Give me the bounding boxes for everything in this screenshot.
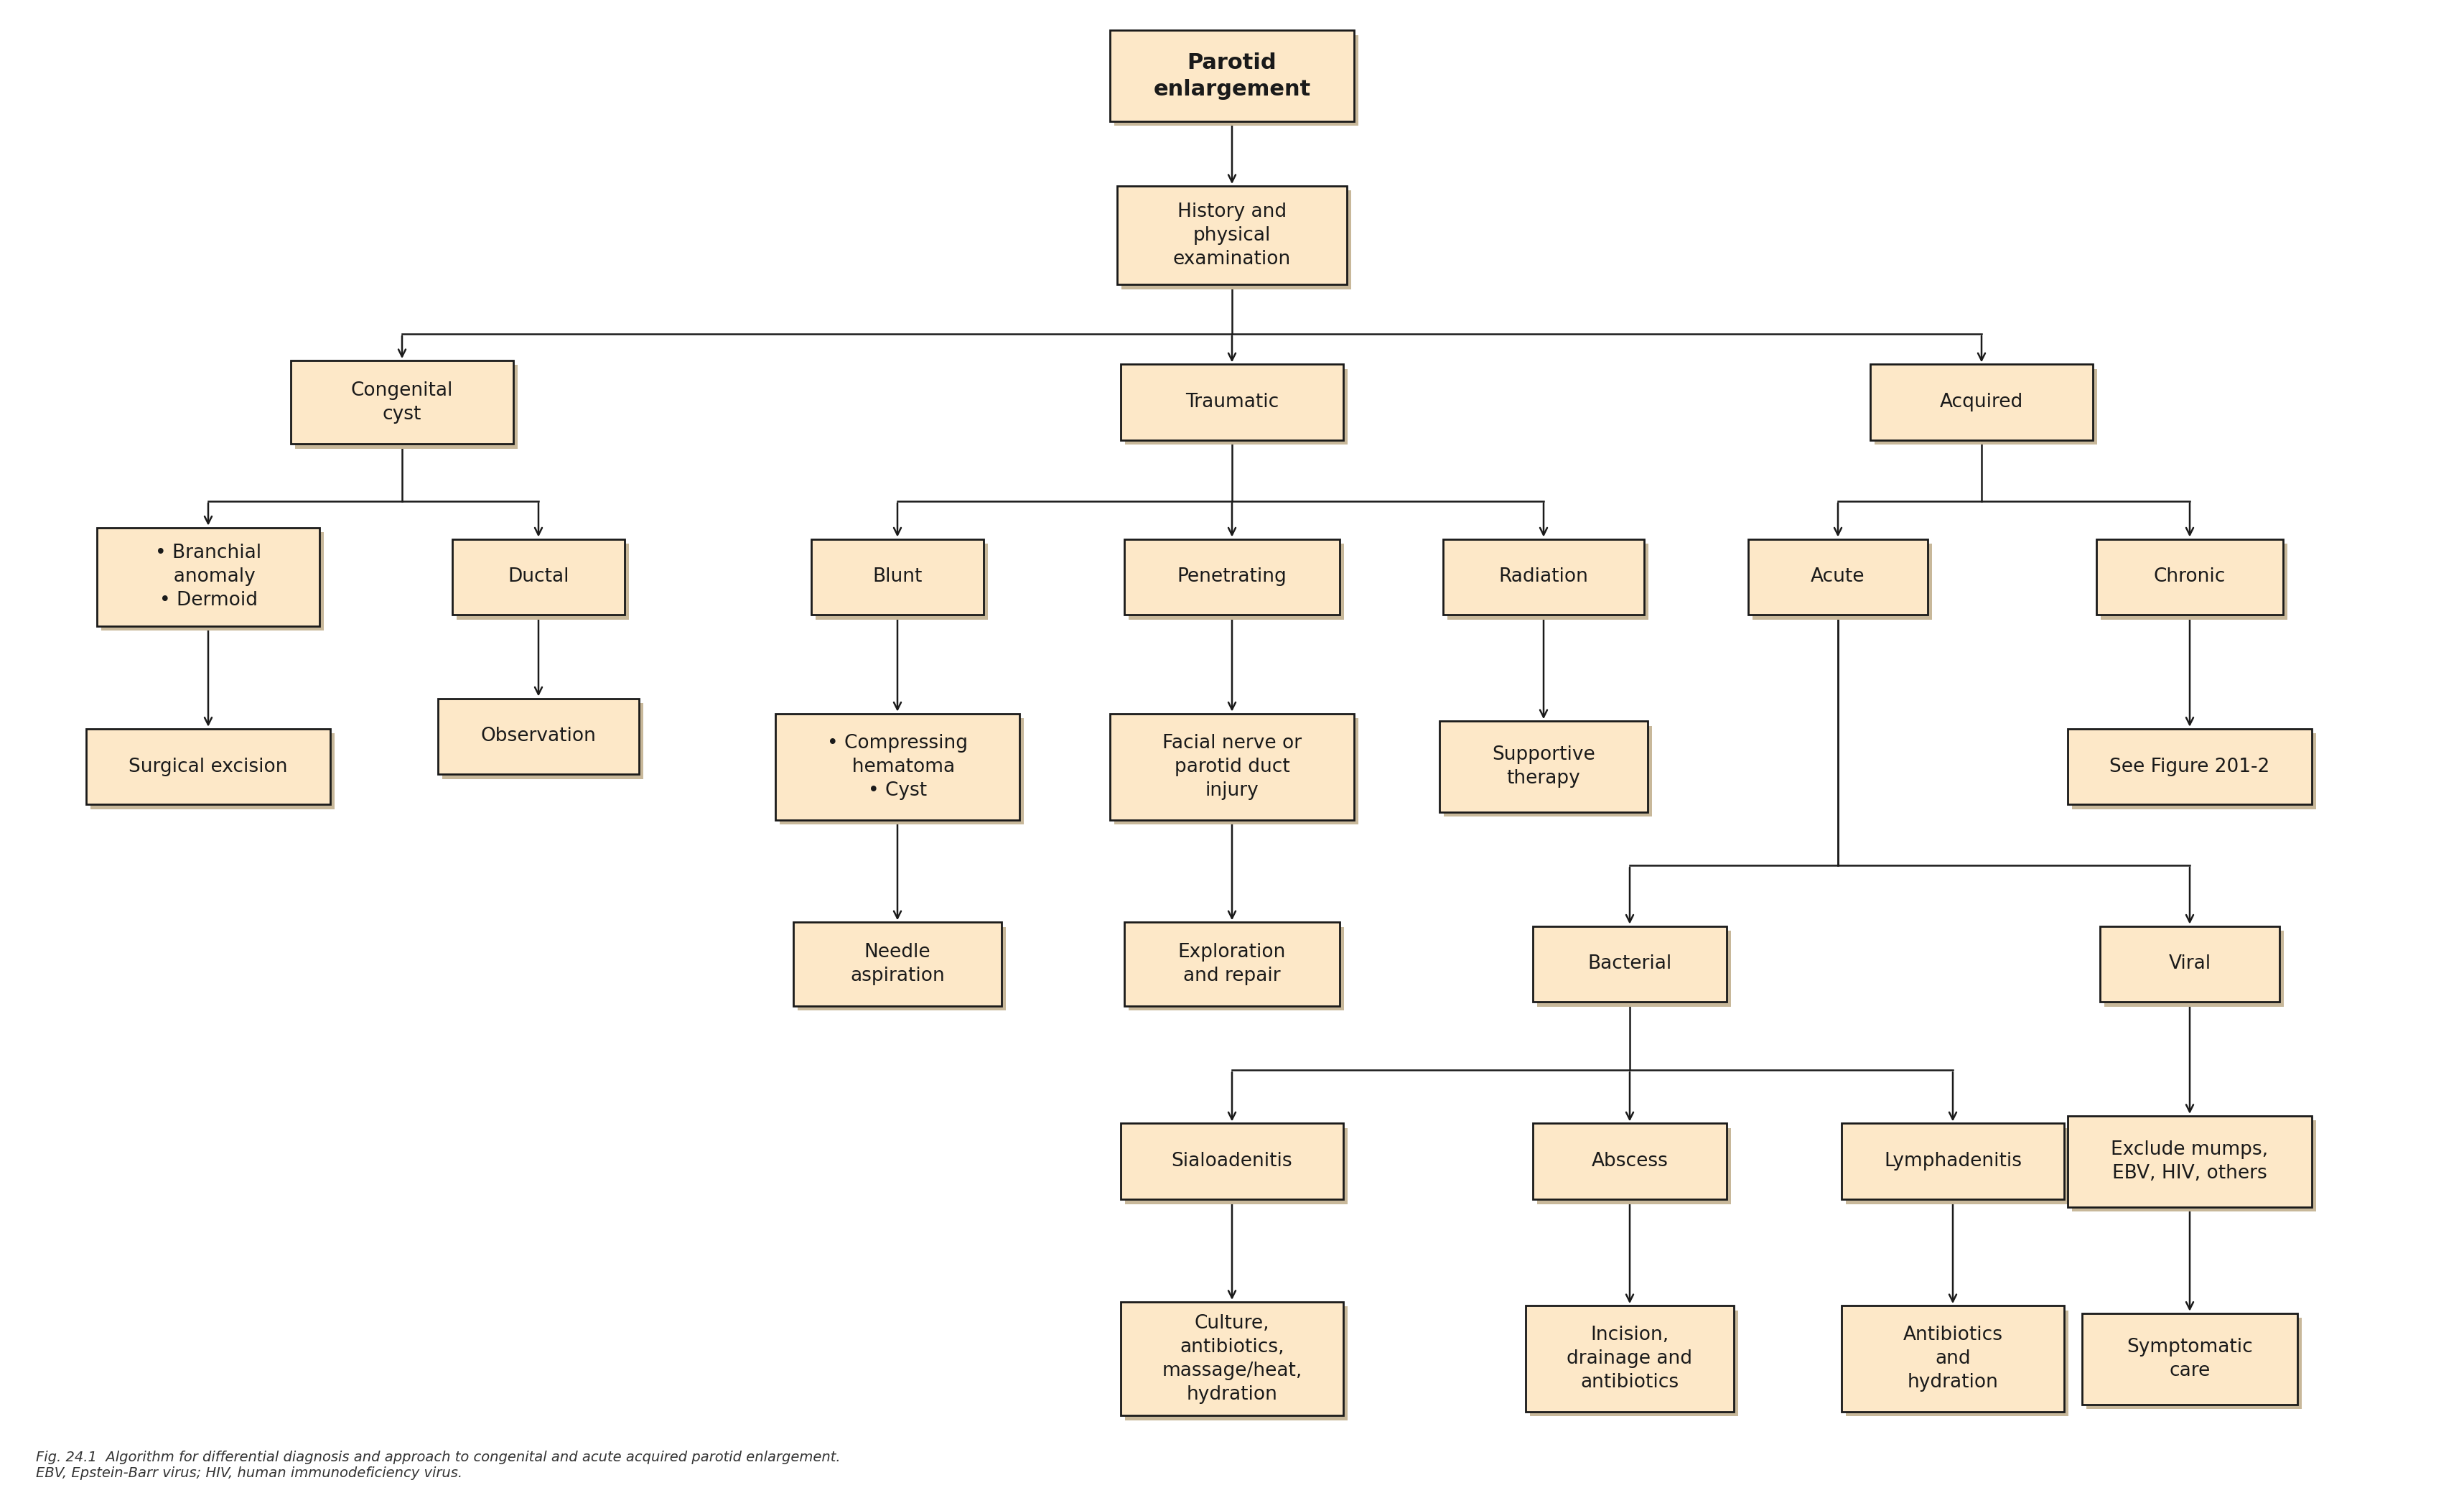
Polygon shape [1121,191,1350,289]
Text: Needle
aspiration: Needle aspiration [850,942,944,986]
Polygon shape [439,699,638,774]
Text: Viral: Viral [2168,954,2210,974]
Polygon shape [456,544,628,619]
Polygon shape [441,703,643,779]
Polygon shape [453,540,623,615]
Polygon shape [1109,714,1355,819]
Text: Surgical excision: Surgical excision [128,758,288,776]
Polygon shape [2104,930,2284,1007]
Polygon shape [291,361,513,443]
Polygon shape [1530,1311,1737,1416]
Polygon shape [2097,540,2284,615]
Polygon shape [1538,930,1732,1007]
Text: Chronic: Chronic [2154,568,2225,586]
Polygon shape [2067,729,2311,804]
Text: Blunt: Blunt [872,568,922,586]
Text: Antibiotics
and
hydration: Antibiotics and hydration [1902,1326,2003,1392]
Polygon shape [1126,1306,1348,1420]
Polygon shape [1126,1129,1348,1204]
Polygon shape [1444,540,1643,615]
Polygon shape [1116,186,1348,284]
Text: Traumatic: Traumatic [1185,392,1279,412]
Polygon shape [1841,1306,2065,1411]
Polygon shape [96,528,320,627]
Polygon shape [2067,1115,2311,1207]
Text: Radiation: Radiation [1498,568,1589,586]
Text: See Figure 201-2: See Figure 201-2 [2109,758,2269,776]
Polygon shape [1129,927,1343,1010]
Polygon shape [91,733,335,809]
Polygon shape [1446,544,1648,619]
Polygon shape [1870,364,2092,440]
Polygon shape [1747,540,1927,615]
Text: Exploration
and repair: Exploration and repair [1178,942,1286,986]
Polygon shape [816,544,988,619]
Polygon shape [798,927,1005,1010]
Text: Incision,
drainage and
antibiotics: Incision, drainage and antibiotics [1567,1326,1693,1392]
Polygon shape [2072,1120,2316,1211]
Polygon shape [1124,923,1340,1006]
Polygon shape [1846,1311,2067,1416]
Polygon shape [1114,35,1358,126]
Text: Congenital
cyst: Congenital cyst [350,382,453,424]
Text: Sialoadenitis: Sialoadenitis [1170,1153,1294,1171]
Text: Ductal: Ductal [508,568,569,586]
Text: Supportive
therapy: Supportive therapy [1493,745,1594,788]
Text: • Compressing
  hematoma
• Cyst: • Compressing hematoma • Cyst [828,733,968,800]
Polygon shape [1109,30,1355,122]
Polygon shape [779,718,1025,824]
Polygon shape [793,923,1000,1006]
Polygon shape [1124,540,1340,615]
Polygon shape [1841,1123,2065,1199]
Polygon shape [1444,726,1651,816]
Polygon shape [1875,368,2097,445]
Text: Acute: Acute [1811,568,1865,586]
Polygon shape [101,532,323,631]
Polygon shape [1525,1306,1735,1411]
Polygon shape [1538,1129,1732,1204]
Polygon shape [2082,1314,2296,1404]
Text: Exclude mumps,
EBV, HIV, others: Exclude mumps, EBV, HIV, others [2112,1141,2269,1183]
Polygon shape [1114,718,1358,824]
Polygon shape [1129,544,1343,619]
Polygon shape [776,714,1020,819]
Text: Observation: Observation [480,727,596,745]
Polygon shape [2102,544,2287,619]
Text: Fig. 24.1  Algorithm for differential diagnosis and approach to congenital and a: Fig. 24.1 Algorithm for differential dia… [37,1450,840,1480]
Polygon shape [1439,721,1648,812]
Text: • Branchial
  anomaly
• Dermoid: • Branchial anomaly • Dermoid [155,544,261,610]
Polygon shape [296,365,517,448]
Polygon shape [1126,368,1348,445]
Polygon shape [1533,1123,1727,1199]
Polygon shape [2072,733,2316,809]
Text: Culture,
antibiotics,
massage/heat,
hydration: Culture, antibiotics, massage/heat, hydr… [1163,1314,1301,1404]
Polygon shape [1121,1302,1343,1416]
Polygon shape [2087,1318,2301,1408]
Polygon shape [1533,926,1727,1003]
Polygon shape [1752,544,1932,619]
Polygon shape [1846,1129,2067,1204]
Text: History and
physical
examination: History and physical examination [1173,203,1291,269]
Text: Acquired: Acquired [1939,392,2023,412]
Text: Bacterial: Bacterial [1587,954,1673,974]
Text: Symptomatic
care: Symptomatic care [2126,1338,2252,1380]
Text: Facial nerve or
parotid duct
injury: Facial nerve or parotid duct injury [1163,733,1301,800]
Polygon shape [811,540,983,615]
Text: Lymphadenitis: Lymphadenitis [1885,1153,2023,1171]
Text: Abscess: Abscess [1592,1153,1668,1171]
Polygon shape [1121,364,1343,440]
Polygon shape [1121,1123,1343,1199]
Text: Parotid
enlargement: Parotid enlargement [1153,53,1311,99]
Polygon shape [2099,926,2279,1003]
Polygon shape [86,729,330,804]
Text: Penetrating: Penetrating [1178,568,1286,586]
